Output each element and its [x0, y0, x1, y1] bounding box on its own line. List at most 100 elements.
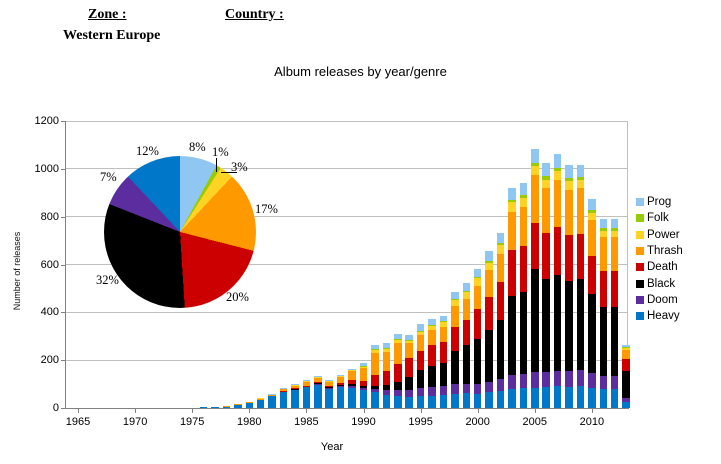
x-axis-line	[65, 408, 629, 409]
bar-1999-power	[462, 292, 471, 299]
gridline-600	[65, 264, 628, 265]
bar-1981-heavy	[256, 399, 265, 408]
bar-2011-power	[599, 230, 608, 238]
gridline-800	[65, 216, 628, 218]
bar-1994-doom	[405, 389, 413, 397]
bar-1995-death	[416, 351, 425, 371]
x-tickmark-1980	[249, 409, 251, 413]
bar-1999-heavy	[462, 393, 471, 408]
bar-1986-black	[314, 382, 322, 384]
bar-1997-doom	[439, 386, 448, 395]
bar-1999-folk	[462, 290, 471, 292]
bar-1990-power	[359, 365, 368, 368]
x-tickmark-1995	[420, 409, 422, 413]
bar-2000-black	[473, 339, 482, 384]
bar-1989-prog	[348, 368, 356, 370]
bar-2007-folk	[553, 167, 562, 172]
legend-swatch-heavy	[636, 312, 644, 321]
bar-1992-power	[382, 348, 391, 352]
bar-2008-folk	[565, 177, 573, 182]
bar-1979-heavy	[234, 404, 242, 408]
bar-2006-folk	[542, 176, 550, 180]
bar-2005-death	[531, 222, 539, 270]
bar-2010-heavy	[588, 387, 596, 408]
bar-2012-death	[610, 270, 619, 307]
bar-1991-black	[371, 385, 379, 390]
bar-1996-folk	[428, 325, 436, 326]
x-tick-label-1970: 1970	[122, 416, 148, 428]
bar-2005-power	[531, 166, 539, 175]
bar-1995-doom	[416, 388, 425, 397]
bar-1997-heavy	[439, 394, 448, 408]
y-tick-label-1000: 1000	[34, 162, 59, 175]
bar-2003-heavy	[508, 388, 516, 408]
pie-leader-line-1pct	[216, 158, 217, 172]
bar-1991-doom	[371, 389, 379, 393]
bar-2006-heavy	[542, 386, 550, 408]
pie-label-death: 20%	[226, 290, 249, 304]
bar-2008-power	[565, 181, 573, 190]
bar-2012-prog	[610, 219, 619, 229]
bar-1997-power	[439, 322, 448, 327]
bar-1986-prog	[314, 375, 322, 377]
bar-1994-death	[405, 358, 413, 377]
bar-2011-thrash	[599, 237, 608, 271]
bar-2013-heavy	[622, 402, 630, 408]
bar-1989-heavy	[348, 387, 356, 408]
legend-item-black: Black	[636, 275, 683, 291]
bar-1992-heavy	[382, 394, 391, 408]
x-tickmark-1985	[306, 409, 308, 413]
bar-1986-thrash	[314, 377, 322, 383]
y-tick-label-800: 800	[40, 210, 59, 223]
bar-1999-thrash	[462, 298, 471, 321]
bar-1978-heavy	[222, 406, 231, 408]
bar-2008-heavy	[565, 386, 573, 408]
bar-2005-folk	[531, 163, 539, 167]
bar-2008-doom	[565, 371, 573, 387]
bar-2002-heavy	[496, 391, 505, 408]
x-tickmark-1990	[363, 409, 365, 413]
bar-2007-prog	[553, 153, 562, 168]
gridline-400	[65, 311, 628, 313]
legend-label-thrash: Thrash	[647, 245, 683, 258]
x-tickmark-2005	[534, 409, 536, 413]
bar-2004-doom	[519, 373, 528, 389]
pie-label-heavy: 12%	[136, 144, 159, 158]
y-tickmark-600	[61, 264, 65, 266]
bar-1996-black	[428, 365, 436, 388]
bar-1990-black	[359, 385, 368, 388]
legend-label-doom: Doom	[647, 293, 678, 306]
bar-2013-folk	[622, 347, 630, 348]
legend-swatch-prog	[636, 198, 644, 207]
legend-label-power: Power	[647, 228, 680, 241]
bar-1991-thrash	[371, 352, 379, 375]
bar-1981-thrash	[256, 398, 265, 400]
bar-2012-heavy	[610, 389, 619, 408]
bar-1984-heavy	[291, 388, 299, 408]
bar-1982-heavy	[268, 395, 276, 408]
bar-2013-death	[622, 359, 630, 372]
bar-2009-thrash	[576, 188, 585, 234]
bar-1996-doom	[428, 387, 436, 396]
bar-2013-thrash	[622, 349, 630, 360]
bar-1990-prog	[359, 362, 368, 366]
bar-2001-death	[485, 296, 493, 331]
y-tick-label-1200: 1200	[34, 115, 59, 127]
legend-item-folk: Folk	[636, 210, 683, 226]
bar-1991-death	[371, 374, 379, 386]
bar-1988-power	[336, 375, 345, 377]
bar-1991-heavy	[371, 392, 379, 408]
legend-item-doom: Doom	[636, 292, 683, 308]
bar-2002-black	[496, 319, 505, 380]
y-axis-title: Number of releases	[12, 231, 22, 311]
bar-2009-heavy	[576, 386, 585, 408]
bar-2005-heavy	[531, 387, 539, 408]
bar-1985-heavy	[302, 386, 311, 408]
bar-1998-death	[451, 326, 459, 351]
bar-2008-prog	[565, 165, 573, 178]
bar-2004-power	[519, 197, 528, 208]
bar-2000-doom	[473, 383, 482, 394]
bar-2011-folk	[599, 228, 608, 231]
pie-label-prog: 8%	[189, 140, 206, 154]
